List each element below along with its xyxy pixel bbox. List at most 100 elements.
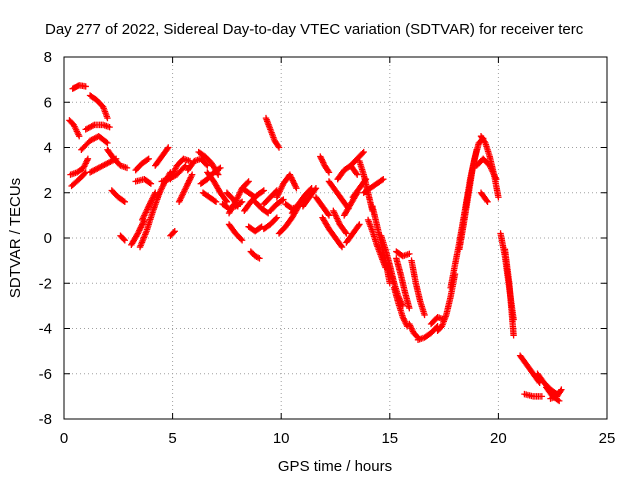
y-tick-label: 2 <box>44 185 52 202</box>
series-s65 <box>408 257 428 319</box>
series-markers <box>138 189 159 224</box>
series-markers <box>360 175 387 196</box>
series-s07 <box>78 132 111 153</box>
y-tick-label: 4 <box>44 140 52 157</box>
x-tick-label: 15 <box>381 430 398 447</box>
series-markers <box>117 232 129 244</box>
series-markers <box>288 185 315 217</box>
series-markers <box>158 162 189 185</box>
series-s23 <box>184 155 211 174</box>
series-s63 <box>393 248 413 260</box>
y-tick-label: -2 <box>39 275 52 292</box>
series-s03 <box>67 155 92 178</box>
series-markers <box>521 390 546 400</box>
series-markers <box>82 121 113 133</box>
series-markers <box>69 82 89 92</box>
series-markers <box>501 246 517 339</box>
y-tick-label: 0 <box>44 230 52 247</box>
series-markers <box>473 155 500 183</box>
series-s18 <box>154 169 174 201</box>
series-s53 <box>343 221 363 246</box>
series-s04 <box>68 169 89 190</box>
series-markers <box>86 92 111 122</box>
series-markers <box>225 221 246 244</box>
series-s37 <box>260 187 281 208</box>
y-tick-label: -6 <box>39 366 52 383</box>
series-markers <box>128 216 148 248</box>
series-s35 <box>247 248 263 262</box>
series-markers <box>393 255 413 312</box>
series-markers <box>282 200 302 212</box>
series-s27 <box>204 169 231 205</box>
series-s44 <box>282 200 302 212</box>
series-s17 <box>152 144 172 169</box>
series-markers <box>390 284 411 330</box>
series-markers <box>260 214 281 233</box>
series-s39 <box>262 114 283 151</box>
axis-ticks: 0 5 10 15 20 25 -8 -6 -4 -2 0 2 4 6 8 <box>39 49 616 447</box>
series-markers <box>427 313 448 328</box>
series-markers <box>273 171 300 201</box>
series-markers <box>167 228 178 239</box>
x-tick-label: 10 <box>273 430 290 447</box>
x-tick-label: 25 <box>599 430 616 447</box>
series-s72 <box>462 135 487 210</box>
series-s74 <box>473 155 500 183</box>
series-s77 <box>501 246 517 339</box>
series-s66 <box>406 320 422 341</box>
series-s46 <box>312 194 333 219</box>
series-markers <box>260 187 281 208</box>
y-tick-label: -8 <box>39 411 52 428</box>
series-markers <box>251 198 272 217</box>
series-s48 <box>319 214 346 251</box>
series-s13 <box>132 155 152 174</box>
series-markers <box>317 153 333 176</box>
x-tick-label: 20 <box>490 430 507 447</box>
series-markers <box>132 155 152 174</box>
series-markers <box>184 155 211 174</box>
series-markers <box>334 162 361 183</box>
series-markers <box>312 194 333 219</box>
series-markers <box>299 185 320 210</box>
series-markers <box>66 117 83 140</box>
series-markers <box>67 155 92 178</box>
series-s09 <box>104 146 131 172</box>
series-markers <box>408 257 428 319</box>
y-tick-label: 8 <box>44 49 52 66</box>
series-s64 <box>393 255 413 312</box>
series-markers <box>477 189 491 205</box>
series-s54 <box>347 148 367 169</box>
x-tick-label: 5 <box>168 430 176 447</box>
series-s05 <box>86 92 111 122</box>
series-s62 <box>390 284 411 330</box>
series-s78 <box>516 352 543 386</box>
series-s14 <box>132 175 155 187</box>
x-axis-label: GPS time / hours <box>278 458 392 475</box>
series-markers <box>347 148 367 169</box>
series-s43 <box>288 185 315 217</box>
series-markers <box>547 386 565 402</box>
series-s41 <box>273 171 300 201</box>
series-markers <box>152 144 172 169</box>
series-markers <box>462 135 487 210</box>
series-s51 <box>334 162 361 183</box>
series-s40 <box>267 196 287 215</box>
series-s82 <box>547 386 565 402</box>
series-s10 <box>108 187 129 205</box>
series-markers <box>267 196 287 215</box>
series-markers <box>393 248 413 260</box>
series-markers <box>132 175 155 187</box>
series-s26 <box>199 189 220 205</box>
series-markers <box>175 171 196 205</box>
series-markers <box>78 132 111 153</box>
series-s12 <box>128 216 148 248</box>
series-markers <box>262 114 283 151</box>
series-s30 <box>225 221 246 244</box>
series-s68 <box>427 313 448 328</box>
series-markers <box>247 248 263 262</box>
gridlines <box>64 57 607 419</box>
series-s50 <box>330 207 350 237</box>
y-axis-label: SDTVAR / TECUs <box>7 178 24 298</box>
series-s06 <box>82 121 113 133</box>
